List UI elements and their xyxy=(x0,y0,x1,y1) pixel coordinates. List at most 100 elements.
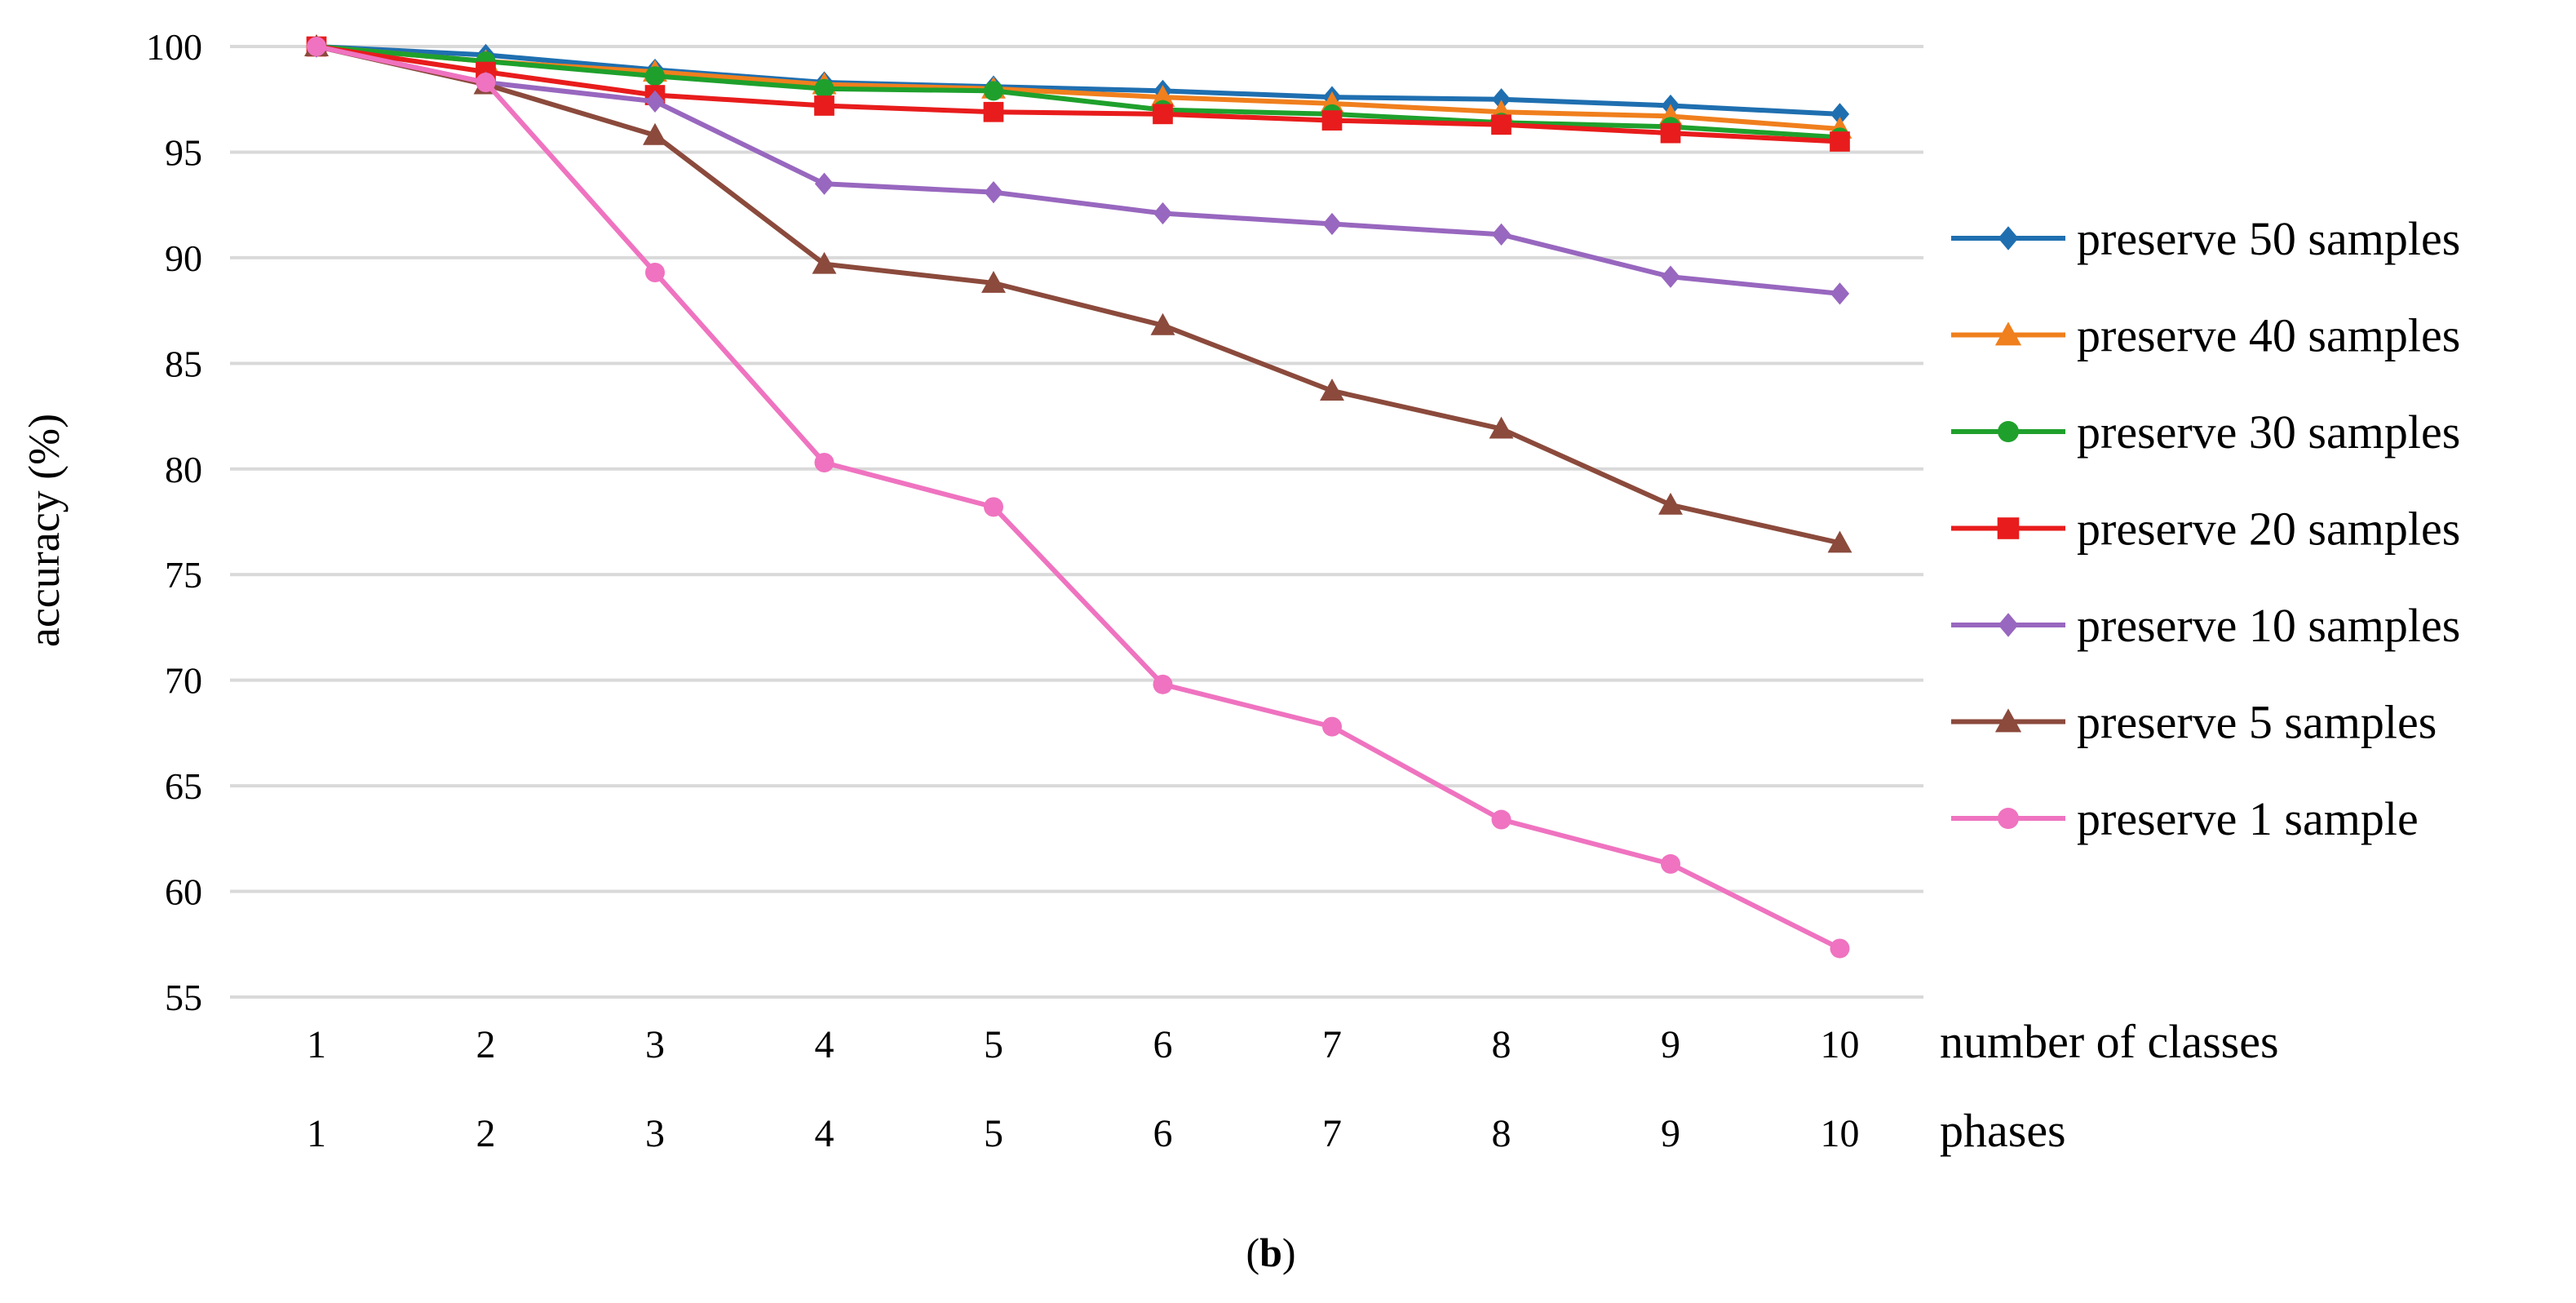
data-point xyxy=(476,73,496,93)
x-tick-label: 1 xyxy=(307,1112,326,1155)
data-point xyxy=(307,37,326,56)
data-point xyxy=(1660,122,1681,144)
data-point xyxy=(1322,716,1342,737)
series-line xyxy=(316,44,1840,296)
plot-series xyxy=(304,34,1852,959)
data-point xyxy=(1827,530,1852,553)
x-tick-label: 1 xyxy=(307,1023,326,1066)
gridlines xyxy=(230,45,1923,999)
data-point xyxy=(1830,103,1850,126)
data-point xyxy=(981,271,1006,293)
y-axis-label: accuracy (%) xyxy=(20,414,69,647)
data-point xyxy=(1322,212,1342,236)
data-point xyxy=(984,180,1003,204)
x-tick-label: 5 xyxy=(984,1023,1003,1066)
series-line xyxy=(316,44,1840,117)
x-tick-label: 6 xyxy=(1153,1023,1173,1066)
x-tick-label: 10 xyxy=(1821,1023,1860,1066)
series-line xyxy=(316,44,1840,144)
data-point xyxy=(1150,312,1175,335)
y-tick-label: 60 xyxy=(165,871,202,913)
data-point xyxy=(1321,110,1343,131)
data-point xyxy=(1489,416,1514,439)
data-point xyxy=(643,122,667,145)
figure-caption: (b) xyxy=(1246,1230,1295,1275)
x-tick-label: 2 xyxy=(476,1112,496,1155)
series-line xyxy=(316,44,1840,140)
x-row-label: number of classes xyxy=(1940,1015,2279,1068)
data-point xyxy=(984,81,1003,101)
x-tick-label: 4 xyxy=(815,1112,834,1155)
y-tick-label: 70 xyxy=(165,660,202,702)
data-point xyxy=(1661,265,1680,288)
y-tick-label: 80 xyxy=(165,449,202,490)
data-point xyxy=(983,101,1004,122)
y-tick-label: 85 xyxy=(165,343,202,384)
x-tick-label: 7 xyxy=(1322,1023,1342,1066)
series-line xyxy=(316,44,1841,951)
data-point xyxy=(1150,85,1175,108)
data-point xyxy=(1491,223,1512,246)
legend: preserve 50 samples preserve 40 samples pr… xyxy=(1951,212,2460,845)
x-tick-label: 8 xyxy=(1492,1023,1512,1066)
x-tick-label: 10 xyxy=(1821,1112,1860,1155)
legend-label: preserve 20 samples xyxy=(2077,503,2460,556)
x-row-label: phases xyxy=(1940,1104,2066,1157)
legend-item: preserve 30 samples xyxy=(1951,406,2460,459)
y-tick-label: 100 xyxy=(146,26,202,68)
x-tick-label: 2 xyxy=(476,1023,496,1066)
data-point xyxy=(645,263,665,283)
x-tick-label: 9 xyxy=(1661,1112,1680,1155)
data-point xyxy=(1491,809,1512,830)
data-point xyxy=(1830,282,1850,305)
legend-item: preserve 5 samples xyxy=(1951,696,2437,749)
data-point xyxy=(1153,104,1173,125)
x-tick-label: 5 xyxy=(984,1112,1003,1155)
data-point xyxy=(1320,379,1344,401)
y-tick-label: 55 xyxy=(165,977,202,1018)
x-tick-label: 6 xyxy=(1153,1112,1173,1155)
y-tick-label: 90 xyxy=(165,237,202,279)
legend-label: preserve 50 samples xyxy=(2077,212,2460,265)
legend-marker xyxy=(1998,226,2019,250)
series-line xyxy=(316,44,1841,546)
x-axis-rows: 1 2 3 4 5 6 7 8 9 10 number of classes 1 2 3 4 5 6 7 8 9 10 p… xyxy=(307,1015,2279,1157)
data-point xyxy=(812,251,837,274)
data-point xyxy=(814,95,834,116)
data-point xyxy=(1830,938,1850,959)
data-point xyxy=(1153,202,1173,225)
x-tick-label: 9 xyxy=(1661,1023,1680,1066)
legend-marker xyxy=(1994,708,2022,733)
legend-item: preserve 1 sample xyxy=(1951,792,2419,845)
data-point xyxy=(814,453,834,473)
x-tick-label: 7 xyxy=(1322,1112,1342,1155)
data-point xyxy=(1491,88,1512,111)
x-tick-label: 3 xyxy=(645,1023,665,1066)
y-tick-label: 65 xyxy=(165,765,202,807)
data-point xyxy=(984,497,1003,517)
y-tick-label: 75 xyxy=(165,554,202,596)
legend-marker xyxy=(1997,517,2020,539)
x-row-2: 1 2 3 4 5 6 7 8 9 10 phases xyxy=(307,1104,2066,1157)
data-point xyxy=(814,78,834,99)
legend-marker xyxy=(1998,613,2019,637)
y-tick-label: 95 xyxy=(165,131,202,173)
data-point xyxy=(645,66,665,86)
legend-item: preserve 50 samples xyxy=(1951,212,2460,265)
y-axis-ticks: 55 60 65 70 75 80 85 90 95 100 xyxy=(146,26,202,1018)
legend-label: preserve 1 sample xyxy=(2077,792,2419,845)
legend-label: preserve 5 samples xyxy=(2077,696,2437,749)
data-point xyxy=(1491,114,1512,135)
legend-item: preserve 10 samples xyxy=(1951,599,2460,652)
legend-marker xyxy=(1994,321,2022,346)
data-point xyxy=(1661,853,1680,874)
series-7 xyxy=(307,37,1850,959)
x-tick-label: 8 xyxy=(1492,1112,1512,1155)
legend-marker xyxy=(1998,808,2019,829)
data-point xyxy=(645,90,665,113)
data-point xyxy=(814,172,834,195)
x-tick-label: 4 xyxy=(815,1023,834,1066)
x-tick-label: 3 xyxy=(645,1112,665,1155)
legend-marker xyxy=(1998,421,2019,442)
